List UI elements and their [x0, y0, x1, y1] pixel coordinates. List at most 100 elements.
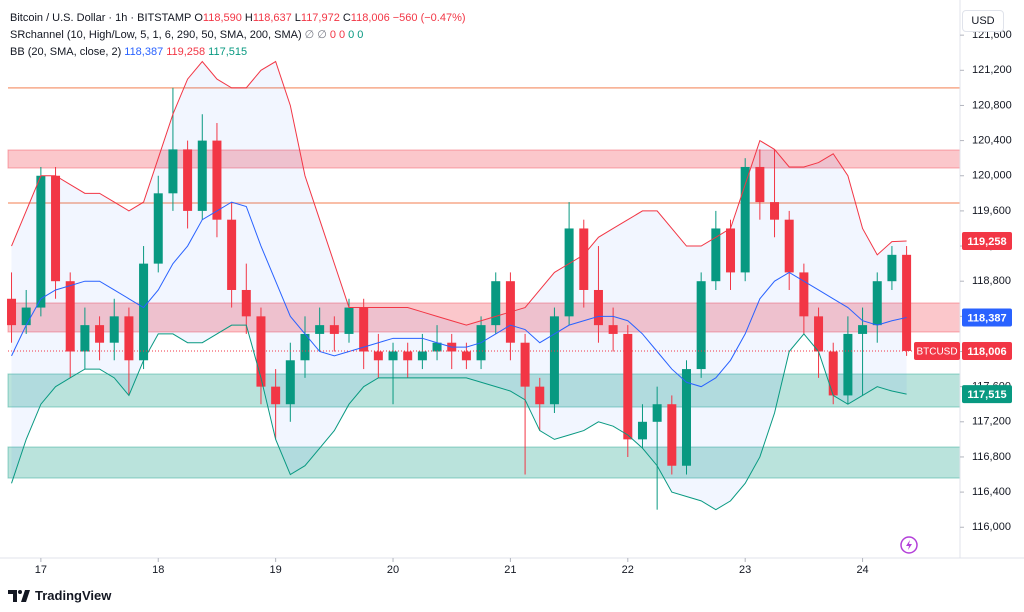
candle-body: [417, 351, 427, 361]
candle-body: [872, 281, 882, 326]
x-tick-label: 17: [35, 564, 47, 576]
ohlc-key: L: [294, 12, 301, 24]
legend: Bitcoin / U.S. Dollar · 1h · BITSTAMP O11…: [10, 10, 472, 61]
price-tag-label: 118,387: [967, 312, 1006, 324]
price-tag: [962, 385, 1012, 404]
candle-body: [7, 298, 17, 326]
candle-body: [241, 289, 251, 317]
candle-body: [564, 228, 574, 317]
candle-body: [858, 325, 868, 334]
indicator-value: 119,258: [166, 46, 206, 58]
price-tag-label: 117,515: [967, 389, 1006, 401]
x-tick-label: 24: [856, 564, 868, 576]
candle-body: [652, 404, 662, 422]
indicator-row: BB (20, SMA, close, 2) 118,387 119,258 117,…: [10, 44, 472, 61]
y-tick-label: 116,800: [972, 451, 1011, 463]
candle-body: [403, 351, 413, 361]
x-tick-label: 22: [622, 564, 634, 576]
candle-body: [549, 316, 559, 405]
candle-body: [183, 149, 193, 211]
candle-body: [80, 325, 90, 352]
ohlc-key: H: [244, 12, 253, 24]
band-line: [11, 324, 907, 511]
y-tick-label: 120,800: [972, 99, 1012, 111]
title: Bitcoin / U.S. Dollar · 1h · BITSTAMP: [10, 12, 192, 24]
brand-logo: [8, 589, 30, 602]
candle-body: [51, 175, 61, 282]
indicator-value: 0: [357, 29, 364, 41]
brand-name: TradingView: [35, 588, 112, 603]
sr-zone: [7, 373, 961, 408]
candle-body: [623, 333, 633, 440]
indicators: SRchannel (10, High/Low, 5, 1, 6, 290, 5…: [10, 27, 472, 61]
tag-name: BTCUSD: [916, 347, 957, 358]
axis-layer: 116,000116,400116,800117,200117,600118,0…: [0, 0, 1024, 576]
candle-body: [388, 351, 398, 361]
indicator-value: 118,387: [124, 46, 164, 58]
ohlc-value: 118,006: [350, 12, 390, 24]
y-tick-label: 118,800: [972, 275, 1011, 287]
alert-icon[interactable]: [900, 536, 918, 554]
indicator-name: BB (20, SMA, close, 2): [10, 46, 122, 58]
candle-body: [168, 149, 178, 194]
y-tick-label: 120,000: [972, 170, 1012, 182]
y-tick-label: 116,000: [972, 521, 1011, 533]
ohlc-value: 117,972: [300, 12, 340, 24]
candle-body: [887, 254, 897, 282]
candle-body: [212, 140, 222, 220]
candle-body: [593, 289, 603, 326]
candle-body: [227, 219, 237, 290]
candle-body: [373, 351, 383, 361]
candle-body: [344, 307, 354, 334]
candle-body: [256, 316, 266, 387]
candle-body: [843, 333, 853, 396]
price-tag: [962, 341, 1012, 360]
candle-body: [579, 228, 589, 290]
band-line: [11, 201, 907, 388]
x-tick-label: 21: [504, 564, 516, 576]
candle-body: [153, 193, 163, 264]
candle-body: [535, 386, 545, 405]
candle-body: [740, 166, 750, 273]
candle-body: [461, 351, 471, 361]
y-tick-label: 120,400: [972, 135, 1012, 147]
candle-body: [696, 281, 706, 370]
candle-body: [359, 307, 369, 352]
candle-body: [667, 404, 677, 466]
x-tick-label: 19: [270, 564, 282, 576]
candle-body: [681, 369, 691, 466]
candle-body: [814, 316, 824, 352]
icon-bolt: [906, 540, 912, 550]
candle-body: [124, 316, 134, 361]
indicator-value: 0: [348, 29, 355, 41]
candle-body: [432, 342, 442, 352]
candle-body: [95, 325, 105, 343]
currency-button[interactable]: USD: [962, 10, 1004, 32]
candle-body: [197, 140, 207, 211]
candle-body: [770, 202, 780, 220]
y-tick-label: 119,600: [972, 205, 1011, 217]
brand: TradingView: [8, 588, 111, 603]
ohlc-value: −560 (−0.47%): [392, 12, 466, 24]
icon-ring: [900, 536, 918, 554]
candle-body: [300, 333, 310, 361]
candle-body: [799, 272, 809, 317]
candle-body: [329, 325, 339, 334]
indicator-name: SRchannel (10, High/Low, 5, 1, 6, 290, 5…: [10, 29, 302, 41]
y-tick-label: 116,400: [972, 486, 1011, 498]
price-tag-label: 118,006: [967, 346, 1006, 358]
candle-body: [726, 228, 736, 273]
x-tick-label: 23: [739, 564, 751, 576]
candle-body: [315, 325, 325, 334]
x-tick-label: 20: [387, 564, 399, 576]
candle-body: [637, 421, 647, 440]
candle-body: [285, 360, 295, 405]
ohlc-key: O: [194, 12, 203, 24]
series-layer: [7, 60, 960, 511]
sr-zone: [7, 446, 961, 479]
candle-body: [520, 342, 530, 387]
y-tick-label: 117,200: [972, 416, 1011, 428]
ohlc: O118,590 H118,637 L117,972 C118,006 −560 (−0…: [194, 12, 468, 24]
ohlc-value: 118,637: [252, 12, 292, 24]
